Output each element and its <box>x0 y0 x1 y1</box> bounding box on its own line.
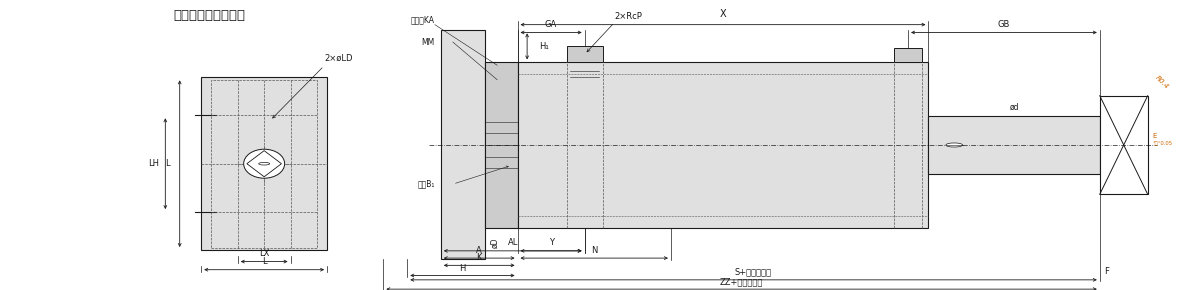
Bar <box>928 116 1100 174</box>
Text: N: N <box>591 246 598 255</box>
Text: X: X <box>720 10 726 19</box>
Bar <box>485 62 518 228</box>
Text: Y: Y <box>549 238 553 247</box>
Circle shape <box>946 143 963 147</box>
Bar <box>567 46 603 62</box>
Text: LX: LX <box>259 249 270 258</box>
Text: H₁: H₁ <box>539 42 549 51</box>
Text: F: F <box>1105 267 1109 275</box>
Text: GA: GA <box>545 20 557 29</box>
Polygon shape <box>247 151 282 177</box>
Circle shape <box>259 162 270 165</box>
Text: 2×øLD: 2×øLD <box>323 54 352 63</box>
Ellipse shape <box>243 149 285 178</box>
Bar <box>201 77 327 250</box>
Bar <box>441 30 485 259</box>
Text: MM: MM <box>422 37 435 47</box>
Text: S+ストローク: S+ストローク <box>736 267 772 276</box>
Text: ZZ+ストローク: ZZ+ストローク <box>720 277 763 286</box>
Text: °－°0.05: °－°0.05 <box>1152 141 1173 146</box>
Text: ラバークッション付: ラバークッション付 <box>174 9 246 22</box>
Text: 2×RcP: 2×RcP <box>615 12 642 21</box>
Text: H: H <box>459 264 466 273</box>
Text: GB: GB <box>998 20 1010 29</box>
Text: L: L <box>165 159 170 168</box>
Bar <box>1100 96 1148 194</box>
Bar <box>518 62 928 228</box>
Text: 対辺B₁: 対辺B₁ <box>417 180 435 189</box>
Text: E: E <box>1152 133 1157 139</box>
Text: R0.4: R0.4 <box>1154 74 1169 90</box>
Bar <box>894 48 922 62</box>
Bar <box>211 80 317 248</box>
Text: ød: ød <box>1010 103 1018 112</box>
Text: K: K <box>477 253 482 262</box>
Text: AL: AL <box>508 238 518 247</box>
Text: L: L <box>262 257 266 266</box>
Text: LH: LH <box>147 159 159 168</box>
Text: A: A <box>477 246 482 255</box>
Text: øD: øD <box>490 238 500 249</box>
Text: 二面幅KA: 二面幅KA <box>411 16 435 25</box>
